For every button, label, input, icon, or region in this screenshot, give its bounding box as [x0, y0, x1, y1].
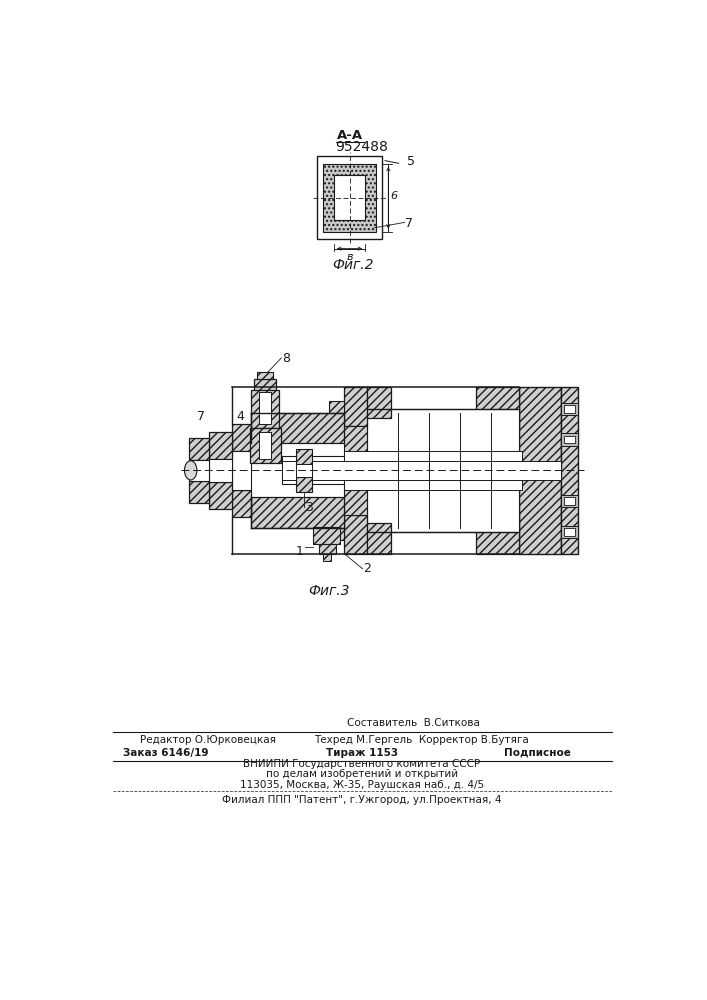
- Text: Составитель  В.Ситкова: Составитель В.Ситкова: [347, 718, 480, 728]
- Text: Фиг.3: Фиг.3: [308, 584, 349, 598]
- Bar: [209, 482, 232, 509]
- Bar: [561, 403, 578, 415]
- Bar: [319, 544, 336, 554]
- Bar: [344, 451, 522, 490]
- Bar: [564, 497, 575, 505]
- Bar: [251, 389, 279, 428]
- Bar: [561, 495, 578, 507]
- Text: в: в: [346, 252, 353, 262]
- Bar: [564, 528, 575, 536]
- Text: 8: 8: [282, 352, 290, 365]
- Bar: [189, 481, 209, 503]
- Bar: [329, 401, 344, 424]
- Bar: [368, 523, 391, 554]
- Bar: [232, 451, 251, 490]
- Bar: [368, 387, 391, 418]
- Bar: [209, 459, 232, 482]
- Bar: [476, 387, 518, 430]
- Bar: [259, 392, 271, 424]
- Bar: [255, 379, 276, 392]
- Bar: [259, 432, 271, 459]
- Text: Редактор О.Юрковецкая: Редактор О.Юрковецкая: [141, 735, 276, 745]
- Bar: [251, 413, 344, 443]
- Text: 7: 7: [197, 410, 205, 423]
- Text: 113035, Москва, Ж-35, Раушская наб., д. 4/5: 113035, Москва, Ж-35, Раушская наб., д. …: [240, 780, 484, 790]
- Bar: [323, 554, 331, 561]
- Bar: [232, 490, 251, 517]
- Text: Фиг.2: Фиг.2: [333, 258, 374, 272]
- Bar: [561, 433, 578, 446]
- Text: Филиал ППП "Патент", г.Ужгород, ул.Проектная, 4: Филиал ППП "Патент", г.Ужгород, ул.Проек…: [222, 795, 502, 805]
- Text: ВНИИПИ Государственного комитета СССР: ВНИИПИ Государственного комитета СССР: [243, 759, 481, 769]
- Text: Подписное: Подписное: [504, 748, 571, 758]
- Bar: [260, 392, 270, 461]
- Bar: [344, 426, 368, 470]
- Bar: [209, 432, 232, 459]
- Bar: [476, 511, 518, 554]
- Bar: [564, 436, 575, 443]
- Bar: [189, 438, 209, 460]
- Bar: [323, 164, 376, 232]
- Bar: [329, 517, 344, 540]
- Bar: [296, 464, 312, 477]
- Bar: [317, 156, 382, 239]
- Bar: [189, 460, 209, 481]
- Text: 2: 2: [363, 562, 371, 575]
- Text: Тираж 1153: Тираж 1153: [326, 748, 398, 758]
- Text: 952488: 952488: [336, 140, 388, 154]
- Bar: [232, 424, 251, 451]
- Bar: [257, 372, 273, 379]
- Bar: [296, 477, 312, 492]
- Bar: [344, 515, 368, 554]
- Bar: [344, 470, 368, 515]
- Text: 7: 7: [405, 217, 414, 230]
- Text: 3: 3: [305, 501, 313, 514]
- Bar: [561, 387, 578, 554]
- Bar: [282, 461, 561, 480]
- Bar: [518, 387, 561, 470]
- Ellipse shape: [185, 461, 197, 480]
- Text: Заказ 6146/19: Заказ 6146/19: [123, 748, 209, 758]
- Bar: [561, 526, 578, 538]
- Bar: [296, 449, 312, 464]
- Text: 1: 1: [296, 545, 304, 558]
- Bar: [250, 428, 281, 463]
- Bar: [344, 387, 368, 426]
- Bar: [251, 497, 344, 528]
- Text: 5: 5: [407, 155, 415, 168]
- Text: 4: 4: [236, 410, 244, 423]
- Bar: [334, 175, 365, 220]
- Bar: [282, 456, 522, 484]
- Bar: [368, 409, 518, 532]
- Bar: [564, 405, 575, 413]
- Bar: [518, 470, 561, 554]
- Text: Техред М.Гергель  Корректор В.Бутяга: Техред М.Гергель Корректор В.Бутяга: [314, 735, 529, 745]
- Text: по делам изобретений и открытий: по делам изобретений и открытий: [266, 769, 458, 779]
- Bar: [260, 392, 270, 461]
- Text: А-А: А-А: [337, 129, 363, 142]
- Text: 6: 6: [391, 191, 398, 201]
- Bar: [313, 527, 340, 544]
